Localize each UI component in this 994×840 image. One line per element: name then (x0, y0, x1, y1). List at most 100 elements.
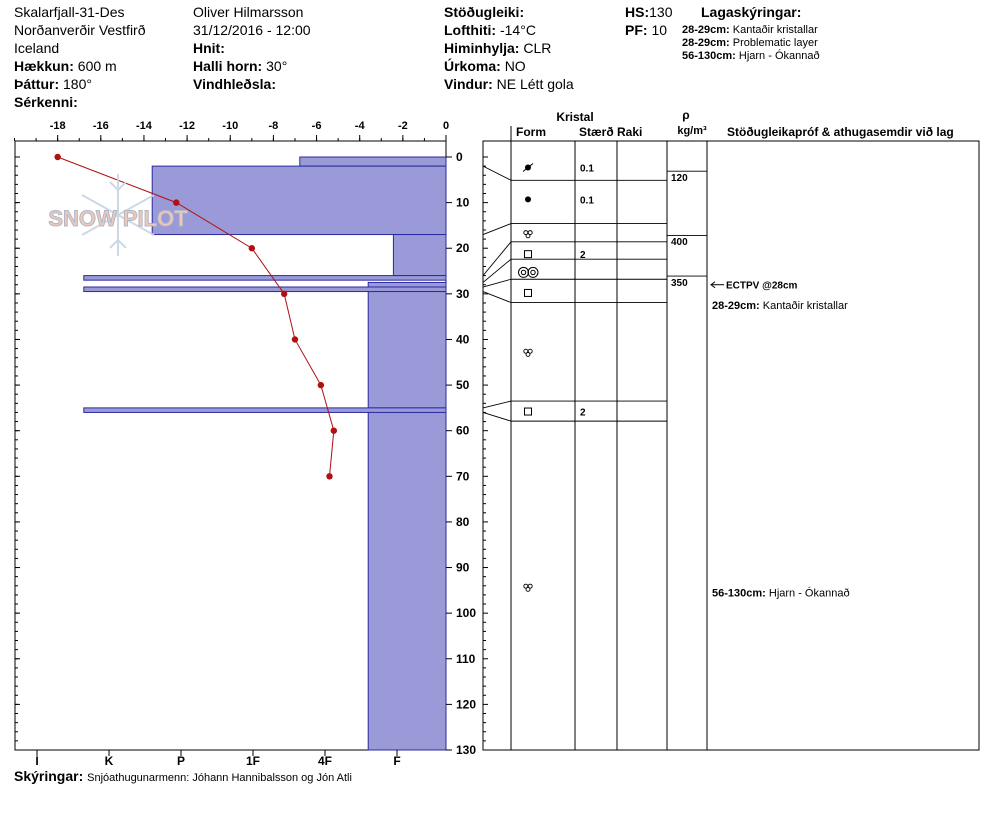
depth-tick-label: 120 (456, 697, 476, 711)
temperature-point (326, 473, 333, 480)
grain-symbol-faceted (524, 407, 532, 416)
grain-size-label: 0.1 (580, 163, 594, 174)
location-name: Skalarfjall-31-Des (14, 4, 125, 20)
grain-symbol-melt (523, 348, 533, 357)
faceted-grain-icon (524, 407, 532, 416)
layer-note-text: Kantaðir kristallar (732, 24, 818, 36)
stability: Stöðugleiki: (444, 3, 524, 21)
hardness-layer (367, 281, 447, 288)
depth-tick-label: 10 (456, 196, 470, 210)
hardness-layer (83, 407, 447, 413)
air-temp-value: -14°C (499, 22, 536, 38)
layer-note-depth: 28-29cm: (682, 37, 730, 49)
temp-tick-label: -18 (50, 120, 66, 132)
depth-tick-label: 80 (456, 515, 470, 529)
footer-text: Snjóathugunarmenn: Jóhann Hannibalsson o… (87, 772, 352, 784)
layer-connector (482, 165, 512, 181)
temperature-point (173, 199, 180, 206)
layer-connector (482, 258, 512, 283)
temperature-point (54, 153, 61, 161)
temp-tick-label: 0 (443, 120, 449, 132)
hs: HS:130 (625, 3, 672, 21)
grain-size-label: 2 (580, 408, 586, 419)
layer-note-text: Hjarn - Ókannað (738, 50, 820, 62)
elevation-label: Hækkun: (14, 58, 74, 74)
hardness-layer (83, 275, 447, 281)
faceted-grain-icon (524, 288, 532, 297)
rounded-grain-icon (525, 196, 531, 203)
wind-loading-label: Vindhleðsla: (193, 76, 276, 92)
temperature-point (248, 245, 256, 252)
surface-hoar-icon (518, 266, 529, 278)
hardness-tick-label: P (177, 754, 185, 768)
temperature-point (291, 336, 299, 343)
precip-value: NO (504, 58, 526, 74)
grain-size-label: 0.1 (580, 195, 594, 206)
depth-tick-label: 50 (456, 378, 470, 392)
layer-note-text: Problematic layer (732, 37, 818, 49)
col-density-unit: kg/m³ (677, 125, 707, 137)
grain-symbol-faceted (524, 288, 532, 297)
surface-hoar-icon (530, 269, 536, 276)
sky-value: CLR (523, 40, 552, 56)
temp-tick-label: -10 (222, 120, 238, 132)
layer-comment: 56-130cm: Hjarn - Ókannað (712, 587, 850, 600)
pf-value: 10 (651, 22, 668, 38)
surface-hoar-icon (527, 266, 539, 278)
layer-note: 56-130cm: Hjarn - Ókannað (682, 50, 820, 63)
temp-tick-label: -8 (269, 120, 279, 132)
decomposing-slash (522, 163, 534, 172)
col-form: Form (516, 125, 546, 139)
features-label: Sérkenni: (14, 94, 78, 110)
hardness-layer (151, 165, 447, 236)
depth-tick-label: 30 (456, 287, 470, 301)
grain-symbol-surface-hoar (518, 266, 539, 278)
temperature-point (330, 427, 338, 434)
snowpilot-logo: SNOW PILOT (48, 174, 189, 256)
pf: PF: 10 (625, 21, 667, 39)
melt-grain-icon (525, 233, 531, 239)
depth-tick-label: 20 (456, 241, 470, 255)
observer-name: Oliver Hilmarsson (193, 4, 304, 20)
col-tests: Stöðugleikapróf & athugasemdir við lag (727, 125, 954, 139)
layer-comment: 28-29cm: Kantaðir kristallar (712, 300, 848, 312)
table-frame (482, 140, 980, 751)
hardness-layer (83, 286, 447, 293)
melt-grain-icon (527, 583, 533, 589)
surface-hoar-icon (520, 269, 527, 276)
temp-tick-label: -6 (312, 120, 322, 132)
temp-tick-label: -12 (179, 120, 195, 132)
slope-label: Halli horn: (193, 58, 263, 74)
layers-title-text: Lagaskýringar: (701, 4, 802, 20)
melt-grain-icon (527, 348, 533, 354)
grain-symbol-melt (523, 230, 533, 239)
layer-comment-depth: 56-130cm: (712, 588, 769, 600)
hardness-tick-label: 1F (246, 754, 260, 768)
temp-tick-label: -4 (355, 120, 366, 132)
layer-note-depth: 28-29cm: (682, 24, 730, 36)
footer: Skýringar: Snjóathugunarmenn: Jóhann Han… (14, 767, 352, 787)
slope-value: 30° (266, 58, 288, 74)
depth-tick-label: 40 (456, 332, 470, 346)
grain-symbol-faceted (524, 250, 532, 259)
density-value: 400 (671, 237, 688, 248)
elevation: Hækkun: 600 m (14, 57, 117, 75)
hardness-tick-label: F (393, 754, 400, 768)
grain-symbol-rounded (525, 196, 531, 203)
depth-tick-label: 130 (456, 743, 476, 757)
grain-size-label: 2 (580, 250, 586, 261)
col-density-symbol: ρ (682, 108, 689, 122)
col-crystal: Kristal (556, 110, 593, 124)
hs-label: HS: (625, 4, 650, 20)
layer-connector (482, 412, 512, 422)
aspect-value: 180° (63, 76, 92, 92)
region-name: Norðanverðir Vestfirð (14, 22, 146, 38)
country-name: Iceland (14, 40, 60, 56)
layer-connector (482, 223, 512, 235)
layer-comment-text: Hjarn - Ókannað (769, 587, 850, 600)
depth-tick-label: 70 (456, 469, 470, 483)
depth-tick-label: 100 (456, 606, 476, 620)
wind-loading: Vindhleðsla: (193, 75, 276, 93)
coords-label: Hnit: (193, 40, 225, 56)
precip-label: Úrkoma: (444, 58, 501, 74)
